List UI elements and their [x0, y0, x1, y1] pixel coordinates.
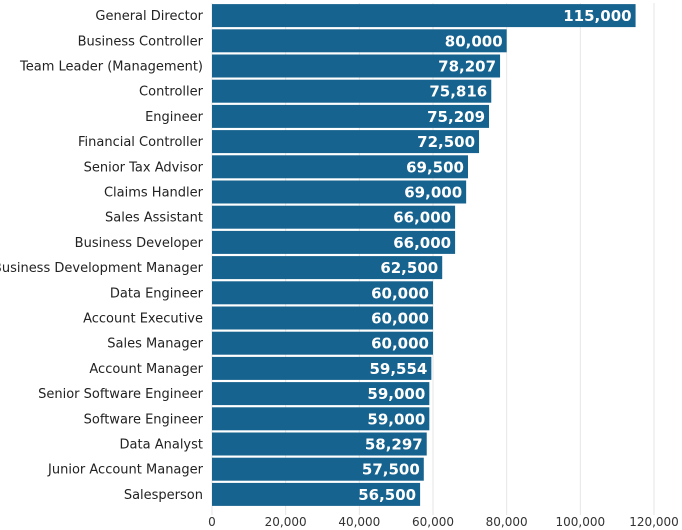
bar [212, 356, 432, 380]
bar [212, 306, 433, 330]
category-label: Business Developer [75, 236, 204, 251]
data-label: 66,000 [393, 209, 451, 227]
category-label: Engineer [145, 110, 204, 125]
bar [212, 4, 636, 28]
category-label: Junior Account Manager [47, 463, 204, 478]
data-label: 60,000 [371, 335, 429, 353]
data-label: 59,000 [367, 385, 425, 403]
x-axis-ticks: 0 20,000 40,000 60,000 80,000 100,000 120,000 [208, 515, 679, 529]
bar [212, 482, 421, 506]
category-label: Business Controller [78, 34, 204, 49]
data-label: 57,500 [362, 461, 420, 479]
bar [212, 407, 430, 431]
bar [212, 155, 468, 179]
category-label: Software Engineer [84, 412, 204, 427]
bar [212, 180, 467, 204]
category-label: Business Development Manager [0, 261, 204, 276]
data-label: 60,000 [371, 310, 429, 328]
x-tick-label: 120,000 [629, 515, 679, 529]
data-label: 59,000 [367, 410, 425, 428]
x-tick-label: 40,000 [338, 515, 380, 529]
bar [212, 331, 433, 355]
data-label: 69,500 [406, 158, 464, 176]
data-label: 66,000 [393, 234, 451, 252]
data-label: 56,500 [358, 486, 416, 504]
category-label: General Director [95, 9, 203, 24]
category-label: Sales Manager [107, 337, 203, 352]
x-tick-label: 0 [208, 515, 216, 529]
category-label: Claims Handler [104, 186, 204, 201]
category-label: Data Analyst [120, 438, 203, 453]
data-label: 78,207 [438, 58, 496, 76]
x-tick-label: 20,000 [265, 515, 307, 529]
data-label: 75,816 [429, 83, 487, 101]
category-label: Account Manager [89, 362, 203, 377]
bar [212, 281, 433, 305]
bar [212, 130, 480, 154]
bar [212, 230, 456, 254]
category-label: Salesperson [124, 488, 203, 503]
category-label: Data Engineer [110, 286, 204, 301]
data-labels: 115,000 80,000 78,207 75,816 75,209 72,500 69,… [358, 7, 631, 504]
data-label: 59,554 [369, 360, 427, 378]
bar [212, 205, 456, 229]
data-label: 69,000 [404, 184, 462, 202]
category-label: Sales Assistant [105, 211, 203, 226]
bar [212, 29, 507, 53]
x-tick-label: 60,000 [412, 515, 454, 529]
bar [212, 104, 490, 128]
category-label: Financial Controller [78, 135, 204, 150]
bar [212, 457, 424, 481]
category-labels: General Director Business Controller Team … [0, 9, 204, 503]
bar [212, 382, 430, 406]
data-label: 62,500 [380, 259, 438, 277]
data-label: 80,000 [445, 32, 503, 50]
data-label: 72,500 [417, 133, 475, 151]
category-label: Controller [139, 85, 204, 100]
bar [212, 432, 427, 456]
bar [212, 256, 443, 280]
bar [212, 79, 492, 103]
category-label: Account Executive [83, 312, 203, 327]
x-tick-label: 100,000 [556, 515, 606, 529]
bars [212, 4, 636, 506]
data-label: 58,297 [365, 436, 423, 454]
data-label: 115,000 [563, 7, 631, 25]
bar [212, 54, 501, 78]
data-label: 60,000 [371, 284, 429, 302]
data-label: 75,209 [427, 108, 485, 126]
category-label: Senior Tax Advisor [84, 160, 204, 175]
category-label: Team Leader (Management) [19, 60, 203, 75]
x-tick-label: 80,000 [486, 515, 528, 529]
category-label: Senior Software Engineer [38, 387, 204, 402]
